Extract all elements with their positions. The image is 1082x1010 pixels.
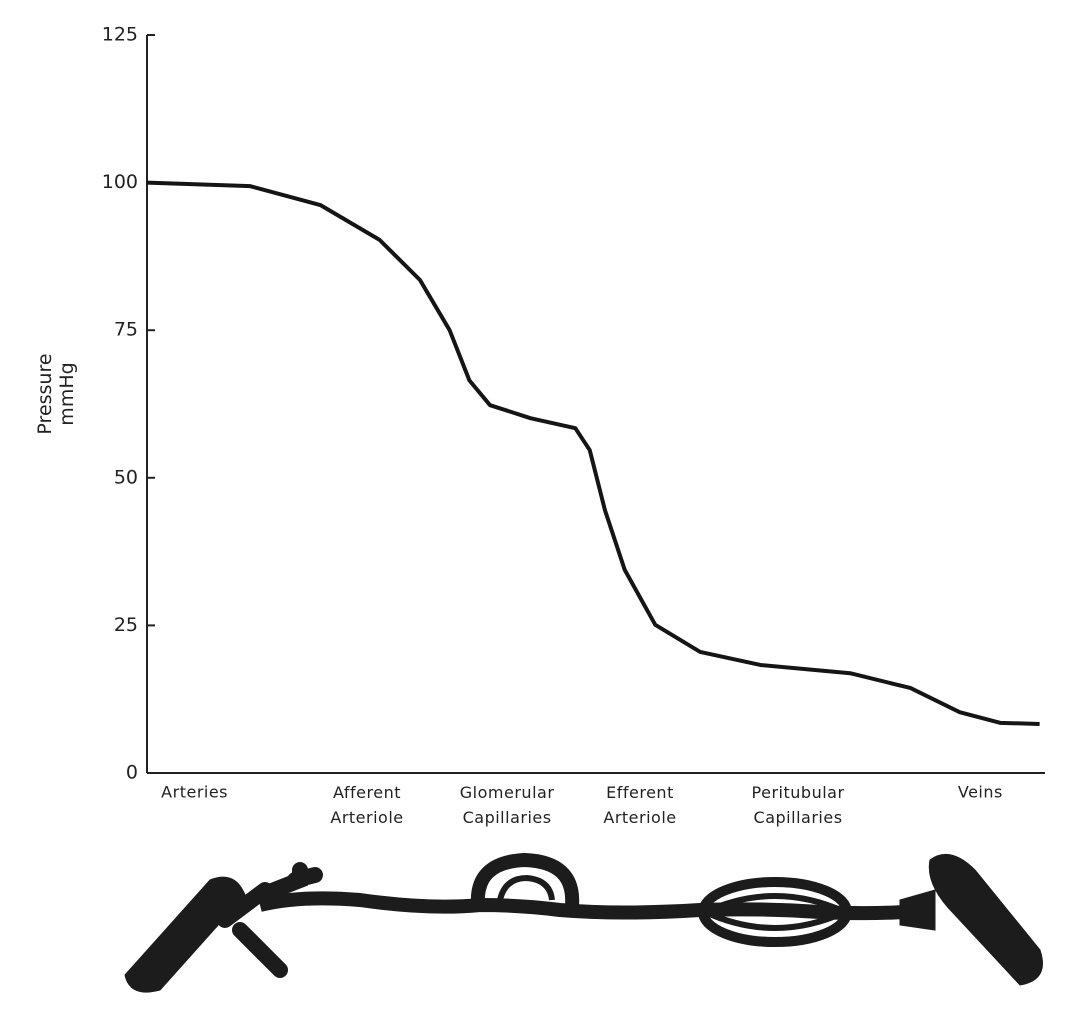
y-axis-label: PressuremmHg [34,353,78,434]
y-tick-label: 25 [114,614,138,636]
y-tick-label: 0 [126,762,138,784]
chart: PressuremmHg 0 25 50 75 100 125 Arteries Affere… [0,0,1082,1010]
vessel-illustration [125,854,1043,992]
y-tick-label: 125 [102,24,138,46]
x-tick-label: Veins [958,783,1003,802]
y-tick-label: 75 [114,319,138,341]
pressure-line [147,183,1040,724]
x-tick-label: Arteries [161,783,228,802]
y-tick-label: 50 [114,466,138,488]
page: PressuremmHg 0 25 50 75 100 125 Arteries Affere… [0,0,1082,1010]
y-tick-label: 100 [102,171,138,193]
